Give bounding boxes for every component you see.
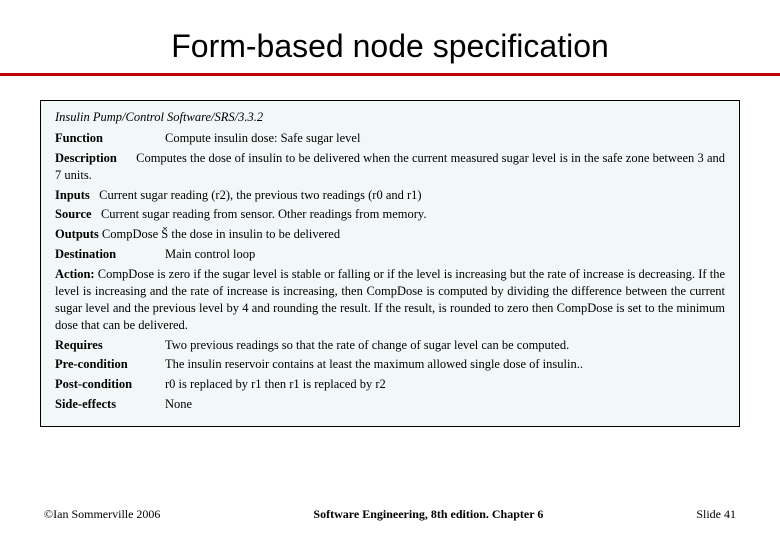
spec-value: r0 is replaced by r1 then r1 is replaced… — [165, 376, 725, 393]
spec-value: Current sugar reading from sensor. Other… — [101, 207, 427, 221]
spec-value: Computes the dose of insulin to be deliv… — [55, 151, 725, 182]
footer-copyright: ©Ian Sommerville 2006 — [44, 507, 160, 522]
spec-value: Compute insulin dose: Safe sugar level — [165, 130, 725, 147]
footer-slide-number: Slide 41 — [696, 507, 736, 522]
spec-label: Description — [55, 151, 117, 165]
spec-row-sideeffects: Side-effects None — [55, 396, 725, 413]
spec-label: Pre-condition — [55, 356, 165, 373]
footer-book-title: Software Engineering, 8th edition. Chapt… — [313, 507, 543, 522]
spec-row-source: Source Current sugar reading from sensor… — [55, 206, 725, 223]
spec-label: Outputs — [55, 227, 99, 241]
spec-label: Action: — [55, 267, 95, 281]
spec-label: Requires — [55, 337, 165, 354]
spec-row-action: Action: CompDose is zero if the sugar le… — [55, 266, 725, 334]
spec-row-outputs: Outputs CompDose Š the dose in insulin t… — [55, 226, 725, 243]
spec-value: None — [165, 396, 725, 413]
spec-row-requires: Requires Two previous readings so that t… — [55, 337, 725, 354]
spec-value: CompDose is zero if the sugar level is s… — [55, 267, 725, 332]
spec-label: Inputs — [55, 188, 90, 202]
spec-label: Side-effects — [55, 396, 165, 413]
spec-value: CompDose Š the dose in insulin to be del… — [102, 227, 340, 241]
spec-row-postcondition: Post-condition r0 is replaced by r1 then… — [55, 376, 725, 393]
spec-row-destination: Destination Main control loop — [55, 246, 725, 263]
spec-value: Main control loop — [165, 246, 725, 263]
spec-label: Source — [55, 207, 92, 221]
spec-value: The insulin reservoir contains at least … — [165, 356, 725, 373]
title-rule — [0, 73, 780, 76]
spec-value: Current sugar reading (r2), the previous… — [99, 188, 421, 202]
spec-row-function: Function Compute insulin dose: Safe suga… — [55, 130, 725, 147]
specification-box: Insulin Pump/Control Software/SRS/3.3.2 … — [40, 100, 740, 427]
spec-value: Two previous readings so that the rate o… — [165, 337, 725, 354]
slide-footer: ©Ian Sommerville 2006 Software Engineeri… — [0, 507, 780, 522]
spec-row-precondition: Pre-condition The insulin reservoir cont… — [55, 356, 725, 373]
spec-row-inputs: Inputs Current sugar reading (r2), the p… — [55, 187, 725, 204]
spec-header: Insulin Pump/Control Software/SRS/3.3.2 — [55, 109, 725, 126]
spec-label: Post-condition — [55, 376, 165, 393]
spec-label: Function — [55, 130, 165, 147]
slide-title: Form-based node specification — [0, 0, 780, 73]
spec-label: Destination — [55, 246, 165, 263]
spec-row-description: Description Computes the dose of insulin… — [55, 150, 725, 184]
